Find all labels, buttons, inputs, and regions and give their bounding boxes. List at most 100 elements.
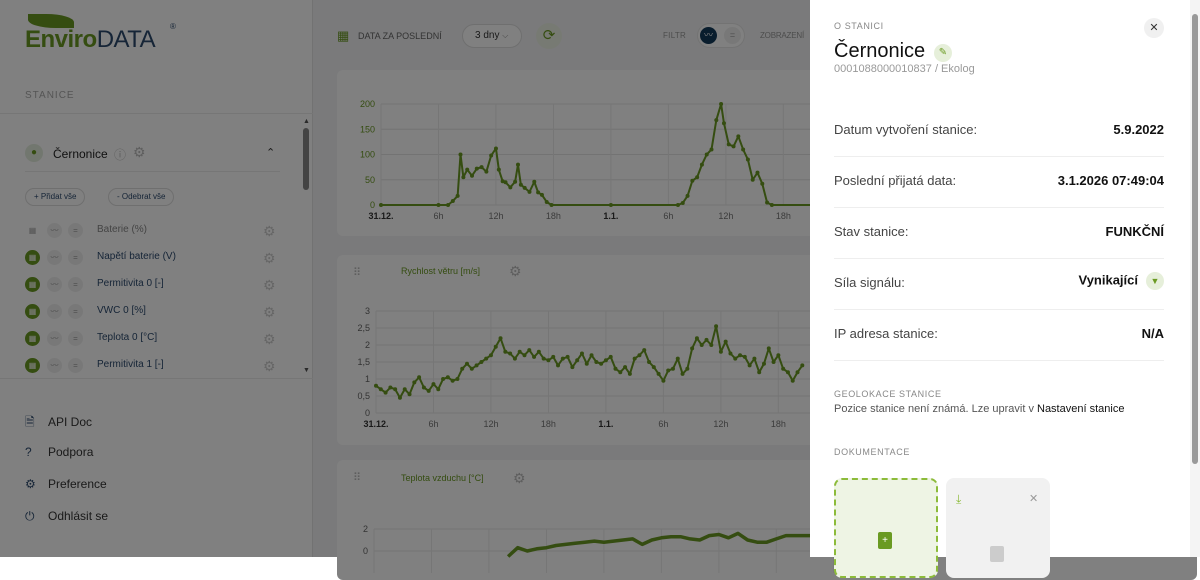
data-point[interactable] bbox=[695, 175, 700, 180]
data-point[interactable] bbox=[680, 200, 685, 205]
data-point[interactable] bbox=[769, 203, 774, 207]
data-point[interactable] bbox=[718, 349, 723, 354]
scrollbar-thumb[interactable] bbox=[1192, 14, 1198, 464]
data-point[interactable] bbox=[512, 356, 517, 361]
data-point[interactable] bbox=[436, 203, 441, 207]
sensor-row[interactable]: ▦ 〰 = Napětí baterie (V) ⚙ bbox=[25, 248, 280, 268]
data-point[interactable] bbox=[579, 351, 584, 356]
data-point[interactable] bbox=[465, 361, 470, 366]
data-point[interactable] bbox=[800, 363, 805, 368]
data-point[interactable] bbox=[699, 343, 704, 347]
upload-document-dropzone[interactable]: + bbox=[834, 478, 938, 578]
data-point[interactable] bbox=[383, 390, 388, 395]
data-point[interactable] bbox=[675, 356, 680, 361]
data-point[interactable] bbox=[731, 144, 736, 149]
data-point[interactable] bbox=[493, 146, 498, 151]
range-select[interactable]: 3 dny ⌵ bbox=[462, 24, 522, 48]
data-point[interactable] bbox=[761, 361, 766, 366]
data-point[interactable] bbox=[498, 336, 503, 341]
data-point[interactable] bbox=[532, 354, 537, 359]
data-point[interactable] bbox=[603, 358, 608, 363]
gear-icon[interactable]: ⚙ bbox=[263, 277, 276, 293]
data-point[interactable] bbox=[666, 368, 671, 373]
data-point[interactable] bbox=[522, 185, 527, 190]
data-point[interactable] bbox=[632, 356, 637, 361]
sensor-row[interactable]: ▦ 〰 = Teplota 0 [°C] ⚙ bbox=[25, 329, 280, 349]
data-point[interactable] bbox=[618, 370, 623, 375]
line-chart-icon[interactable]: 〰 bbox=[47, 277, 62, 292]
data-point[interactable] bbox=[627, 371, 632, 376]
station-settings-link[interactable]: Nastavení stanice bbox=[1037, 403, 1125, 415]
data-point[interactable] bbox=[699, 162, 704, 167]
data-point[interactable] bbox=[575, 358, 580, 363]
data-point[interactable] bbox=[378, 387, 383, 392]
data-point[interactable] bbox=[594, 360, 599, 364]
data-point[interactable] bbox=[685, 193, 690, 198]
data-point[interactable] bbox=[489, 153, 494, 158]
data-point[interactable] bbox=[474, 363, 479, 368]
edit-button[interactable]: ✎ bbox=[934, 44, 952, 62]
data-point[interactable] bbox=[455, 193, 460, 198]
data-point[interactable] bbox=[541, 356, 546, 361]
gear-icon[interactable]: ⚙ bbox=[263, 304, 276, 320]
data-point[interactable] bbox=[760, 181, 765, 186]
sensor-toggle[interactable]: ▦ bbox=[28, 226, 37, 235]
data-point[interactable] bbox=[599, 361, 604, 366]
data-point[interactable] bbox=[556, 363, 561, 368]
data-point[interactable] bbox=[479, 165, 484, 170]
data-point[interactable] bbox=[436, 387, 441, 392]
sidebar-scrollbar[interactable] bbox=[303, 128, 309, 190]
data-point[interactable] bbox=[445, 375, 450, 380]
data-point[interactable] bbox=[781, 366, 786, 371]
list-icon[interactable]: = bbox=[68, 358, 83, 373]
data-point[interactable] bbox=[766, 346, 771, 351]
gear-icon[interactable]: ⚙ bbox=[263, 358, 276, 374]
data-point[interactable] bbox=[518, 182, 523, 187]
data-point[interactable] bbox=[680, 371, 685, 376]
data-point[interactable] bbox=[623, 365, 628, 370]
data-point[interactable] bbox=[441, 377, 446, 381]
data-point[interactable] bbox=[532, 179, 537, 184]
line-chart-icon[interactable]: 〰 bbox=[47, 304, 62, 319]
chevron-up-icon[interactable]: ⌃ bbox=[266, 147, 276, 159]
gear-icon[interactable]: ⚙ bbox=[263, 223, 276, 239]
data-point[interactable] bbox=[488, 353, 493, 358]
data-point[interactable] bbox=[745, 157, 750, 162]
data-point[interactable] bbox=[393, 387, 398, 392]
data-point[interactable] bbox=[517, 349, 522, 354]
data-point[interactable] bbox=[736, 134, 741, 139]
data-point[interactable] bbox=[417, 375, 422, 380]
data-point[interactable] bbox=[742, 354, 747, 359]
data-point[interactable] bbox=[776, 353, 781, 358]
data-point[interactable] bbox=[690, 178, 695, 183]
data-point[interactable] bbox=[584, 361, 589, 366]
data-point[interactable] bbox=[508, 351, 513, 356]
gear-icon[interactable]: ⚙ bbox=[509, 263, 522, 279]
data-point[interactable] bbox=[412, 380, 417, 385]
data-point[interactable] bbox=[656, 371, 661, 376]
sensor-row[interactable]: ▦ 〰 = Permitivita 0 [-] ⚙ bbox=[25, 275, 280, 295]
sensor-toggle[interactable]: ▦ bbox=[25, 358, 40, 373]
data-point[interactable] bbox=[421, 385, 426, 390]
sensor-toggle[interactable]: ▦ bbox=[25, 304, 40, 319]
data-point[interactable] bbox=[469, 366, 474, 371]
data-point[interactable] bbox=[709, 343, 714, 347]
nav-item[interactable]: ⚙ Preference bbox=[25, 477, 107, 491]
list-icon[interactable]: = bbox=[68, 277, 83, 292]
data-point[interactable] bbox=[493, 344, 498, 349]
sensor-row[interactable]: ▦ 〰 = VWC 0 [%] ⚙ bbox=[25, 302, 280, 322]
data-point[interactable] bbox=[675, 203, 680, 207]
delete-icon[interactable]: ✕ bbox=[1029, 493, 1039, 505]
refresh-button[interactable]: ⟳ bbox=[536, 23, 562, 49]
data-point[interactable] bbox=[608, 354, 613, 359]
data-point[interactable] bbox=[503, 349, 508, 354]
data-point[interactable] bbox=[496, 167, 501, 172]
data-point[interactable] bbox=[474, 166, 479, 171]
data-point[interactable] bbox=[771, 360, 776, 364]
data-point[interactable] bbox=[723, 339, 728, 344]
data-point[interactable] bbox=[719, 102, 724, 106]
data-point[interactable] bbox=[461, 175, 466, 180]
data-point[interactable] bbox=[642, 348, 647, 353]
data-point[interactable] bbox=[388, 385, 393, 390]
download-icon[interactable]: ⤓ bbox=[956, 492, 962, 506]
